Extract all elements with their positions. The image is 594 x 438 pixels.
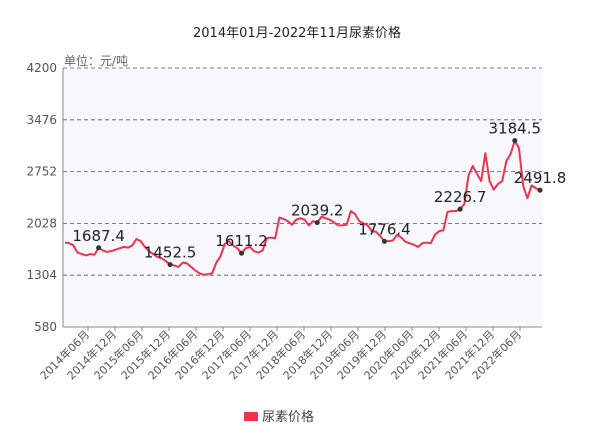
data-point-marker: [96, 245, 102, 251]
data-label: 1776.4: [358, 220, 411, 238]
data-point-marker: [167, 262, 173, 268]
y-tick-label: 4200: [26, 61, 57, 75]
data-point-marker: [512, 138, 518, 144]
data-point-marker: [381, 238, 387, 244]
y-tick-label: 1304: [26, 268, 57, 282]
data-label: 3184.5: [489, 120, 542, 138]
y-tick-label: 3476: [26, 113, 57, 127]
data-point-marker: [457, 206, 463, 212]
legend-swatch: [244, 412, 258, 421]
data-point-marker: [239, 250, 245, 256]
y-tick-label: 580: [34, 320, 57, 334]
y-tick-labels: 580 1304 2028 2752 3476 4200: [26, 61, 57, 334]
y-tick-label: 2752: [26, 165, 57, 179]
y-tick-label: 2028: [26, 216, 57, 230]
unit-label: 单位：元/吨: [64, 53, 128, 68]
data-labels: 1687.4 1452.5 1611.2 2039.2 1776.4 2226.7 3184…: [72, 120, 567, 268]
data-label: 2226.7: [434, 188, 487, 206]
data-label: 1611.2: [215, 232, 268, 250]
legend-label: 尿素价格: [262, 409, 314, 425]
chart-title: 2014年01月-2022年11月尿素价格: [193, 25, 401, 41]
data-label: 2039.2: [291, 202, 344, 220]
plot-area: [63, 68, 542, 327]
gridlines: [63, 67, 542, 276]
data-label: 1687.4: [72, 227, 125, 245]
data-label: 2491.8: [514, 169, 567, 187]
x-tick-labels: 2014年06月2014年12月2015年06月2015年12月2016年06月…: [37, 327, 524, 382]
legend[interactable]: 尿素价格: [244, 409, 314, 425]
data-point-marker: [537, 187, 543, 193]
data-label: 1452.5: [144, 244, 197, 262]
data-point-marker: [314, 220, 320, 226]
